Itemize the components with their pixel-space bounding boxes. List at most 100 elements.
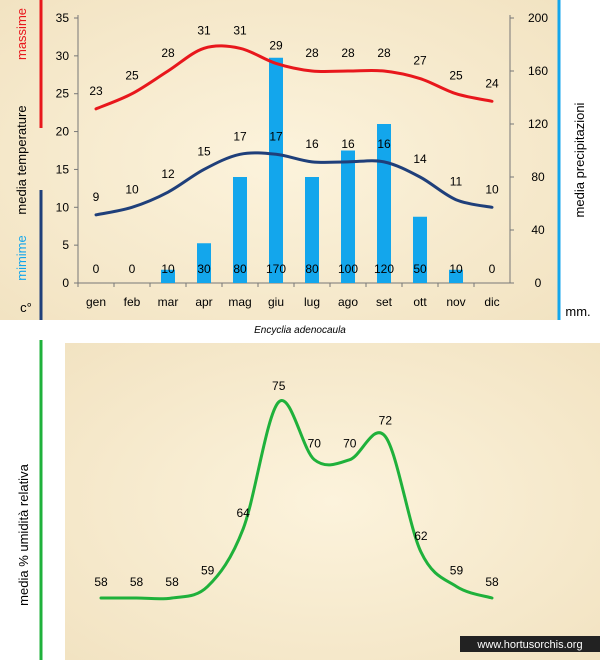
humidity-label: 59 — [450, 563, 464, 577]
humidity-label: 58 — [165, 575, 179, 589]
precip-bar-ago — [341, 150, 355, 283]
max-temp-label: 24 — [485, 76, 499, 90]
right-tick-label: 200 — [528, 11, 548, 25]
watermark: www.hortusorchis.org — [476, 639, 582, 651]
max-temp-label: 25 — [125, 69, 139, 83]
min-temp-label: 16 — [305, 137, 319, 151]
min-temp-axis-title: mimime — [14, 235, 29, 281]
max-temp-label: 27 — [413, 54, 427, 68]
min-temp-label: 16 — [341, 137, 355, 151]
x-tick-label-ago: ago — [338, 295, 358, 309]
humidity-label: 72 — [379, 414, 393, 428]
max-temp-label: 23 — [89, 84, 103, 98]
x-tick-label-apr: apr — [195, 295, 212, 309]
precip-label: 0 — [93, 262, 100, 276]
max-temp-label: 28 — [305, 46, 319, 60]
left-tick-label: 20 — [56, 125, 70, 139]
max-temp-axis-title: massime — [14, 8, 29, 60]
humidity-label: 58 — [485, 575, 499, 589]
right-tick-label: 40 — [531, 223, 545, 237]
min-temp-label: 11 — [450, 175, 463, 189]
min-temp-label: 14 — [413, 152, 427, 166]
x-tick-label-set: set — [376, 295, 393, 309]
left-tick-label: 10 — [56, 200, 70, 214]
precip-bar-mag — [233, 177, 247, 283]
precip-label: 30 — [197, 262, 211, 276]
max-temp-label: 31 — [233, 23, 247, 37]
precip-bar-mar — [161, 269, 175, 283]
precip-bar-lug — [305, 177, 319, 283]
precip-axis-title: media precipitazioni — [572, 102, 587, 217]
max-temp-line — [94, 44, 494, 111]
right-tick-label: 160 — [528, 64, 548, 78]
humidity-label: 70 — [308, 437, 322, 451]
precip-label: 0 — [129, 262, 136, 276]
x-axis-ticks: gen feb mar apr mag giu lug ago set ott nov dic — [77, 283, 500, 309]
min-temp-label: 10 — [485, 182, 499, 196]
x-tick-label-dic: dic — [484, 295, 499, 309]
left-tick-label: 35 — [56, 11, 70, 25]
right-tick-label: 0 — [535, 276, 542, 290]
min-temp-label: 15 — [197, 144, 211, 158]
precip-label: 80 — [305, 262, 319, 276]
max-temp-label: 28 — [377, 46, 391, 60]
min-temp-label: 10 — [125, 182, 139, 196]
precip-label: 170 — [266, 262, 286, 276]
right-tick-label: 80 — [531, 170, 545, 184]
temp-lines — [94, 44, 494, 217]
precip-bar-ott — [413, 216, 427, 283]
max-temp-label: 29 — [269, 38, 283, 52]
watermark-background — [460, 636, 600, 652]
right-axis-ticks: 0 40 80 120 160 200 — [510, 11, 548, 290]
data-labels: 23 25 28 31 31 29 28 28 28 27 25 24 9 10 12 15 17 17 16 16 1… — [89, 23, 499, 276]
chart-caption: Encyclia adenocaula — [254, 325, 346, 336]
humidity-chart: 58 58 58 59 64 75 70 70 72 62 59 58 — [94, 379, 499, 601]
x-tick-label-mag: mag — [228, 295, 251, 309]
x-tick-label-gen: gen — [86, 295, 106, 309]
right-axis-unit: mm. — [565, 304, 590, 319]
min-temp-label: 17 — [233, 129, 247, 143]
humidity-label: 64 — [237, 506, 251, 520]
left-tick-label: 15 — [56, 162, 70, 176]
precip-label: 10 — [161, 262, 175, 276]
precip-label: 80 — [233, 262, 247, 276]
min-temp-label: 12 — [161, 167, 175, 181]
humidity-axis-title: media % umidità relativa — [16, 463, 31, 605]
x-tick-label-ott: ott — [413, 295, 427, 309]
min-temp-label: 17 — [269, 129, 283, 143]
x-tick-label-nov: nov — [446, 295, 465, 309]
temp-axis-title: media temperature — [14, 105, 29, 214]
precip-label: 120 — [374, 262, 394, 276]
left-axis-unit: c° — [20, 300, 32, 315]
min-temp-line — [94, 151, 494, 217]
min-temp-label: 16 — [377, 137, 391, 151]
precip-label: 100 — [338, 262, 358, 276]
x-tick-label-giu: giu — [268, 295, 284, 309]
max-temp-label: 28 — [341, 46, 355, 60]
precip-bars — [161, 57, 463, 283]
x-tick-label-feb: feb — [124, 295, 141, 309]
precip-bar-giu — [269, 57, 283, 283]
bottom-panel-background — [65, 343, 600, 660]
left-tick-label: 5 — [62, 238, 69, 252]
max-temp-label: 28 — [161, 46, 175, 60]
x-tick-label-lug: lug — [304, 295, 320, 309]
precip-bar-nov — [449, 269, 463, 283]
max-temp-label: 25 — [449, 69, 463, 83]
humidity-label: 70 — [343, 437, 357, 451]
humidity-label: 59 — [201, 563, 215, 577]
humidity-label: 58 — [130, 575, 144, 589]
left-axis-ticks: 0 5 10 15 20 25 30 35 — [56, 11, 78, 290]
max-temp-label: 31 — [197, 23, 211, 37]
precip-bar-apr — [197, 243, 211, 283]
precip-label: 10 — [449, 262, 463, 276]
left-tick-label: 25 — [56, 87, 70, 101]
precip-label: 50 — [413, 262, 427, 276]
right-tick-label: 120 — [528, 117, 548, 131]
min-temp-label: 9 — [93, 190, 100, 204]
humidity-label: 62 — [414, 529, 428, 543]
left-tick-label: 0 — [62, 276, 69, 290]
humidity-label: 75 — [272, 379, 286, 393]
